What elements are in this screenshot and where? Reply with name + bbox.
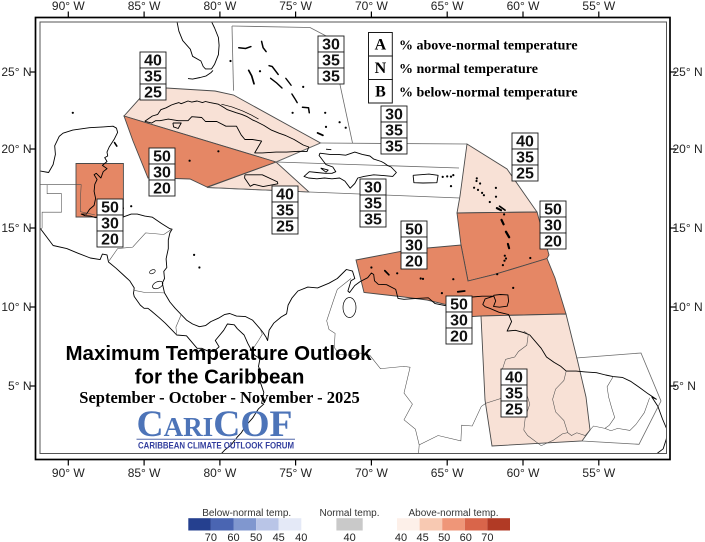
svg-text:30: 30 <box>544 218 562 235</box>
svg-text:55° W: 55° W <box>582 466 615 480</box>
svg-text:50: 50 <box>153 149 171 166</box>
svg-text:55° W: 55° W <box>582 0 615 13</box>
svg-text:85° W: 85° W <box>128 466 161 480</box>
svg-text:25: 25 <box>516 166 534 183</box>
svg-text:25: 25 <box>144 85 162 102</box>
svg-text:40: 40 <box>505 370 523 387</box>
svg-text:% normal temperature: % normal temperature <box>399 62 538 77</box>
svg-text:% above-normal temperature: % above-normal temperature <box>399 38 578 53</box>
svg-text:50: 50 <box>544 202 562 219</box>
svg-text:35: 35 <box>322 53 340 70</box>
svg-text:80° W: 80° W <box>203 466 236 480</box>
svg-text:35: 35 <box>276 203 294 220</box>
svg-text:45: 45 <box>416 532 428 542</box>
svg-text:35: 35 <box>322 69 340 86</box>
svg-text:September - October - November: September - October - November - 2025 <box>79 388 359 407</box>
svg-text:90° W: 90° W <box>52 0 85 13</box>
svg-text:50: 50 <box>438 532 450 542</box>
svg-text:75° W: 75° W <box>279 466 312 480</box>
svg-text:20: 20 <box>153 181 171 198</box>
svg-text:CARIBBEAN CLIMATE OUTLOOK FORU: CARIBBEAN CLIMATE OUTLOOK FORUM <box>138 441 294 452</box>
svg-text:20° N: 20° N <box>1 142 31 156</box>
svg-text:Below-normal temp.: Below-normal temp. <box>202 508 291 519</box>
svg-text:40: 40 <box>276 187 294 204</box>
svg-text:Above-normal temp.: Above-normal temp. <box>408 508 498 519</box>
svg-text:30: 30 <box>450 313 468 330</box>
svg-text:35: 35 <box>505 386 523 403</box>
svg-text:65° W: 65° W <box>431 466 464 480</box>
svg-text:10° N: 10° N <box>673 300 703 314</box>
svg-text:25: 25 <box>505 402 523 419</box>
svg-text:35: 35 <box>385 123 403 140</box>
svg-text:75° W: 75° W <box>279 0 312 13</box>
svg-text:Normal temp.: Normal temp. <box>319 508 379 519</box>
svg-text:60: 60 <box>460 532 472 542</box>
svg-text:90° W: 90° W <box>52 466 85 480</box>
svg-text:50: 50 <box>405 222 423 239</box>
svg-text:20: 20 <box>544 234 562 251</box>
svg-text:60° W: 60° W <box>507 466 540 480</box>
svg-text:30: 30 <box>405 238 423 255</box>
svg-text:40: 40 <box>343 532 355 542</box>
svg-text:5° N: 5° N <box>8 379 31 393</box>
svg-text:CARICOF: CARICOF <box>137 404 293 445</box>
svg-text:60: 60 <box>227 532 239 542</box>
svg-text:30: 30 <box>322 37 340 54</box>
svg-text:45: 45 <box>273 532 285 542</box>
svg-text:25° N: 25° N <box>673 65 703 79</box>
svg-text:30: 30 <box>385 107 403 124</box>
svg-text:25: 25 <box>276 219 294 236</box>
svg-text:for the Caribbean: for the Caribbean <box>135 366 305 389</box>
svg-text:% below-normal temperature: % below-normal temperature <box>399 85 578 100</box>
svg-text:30: 30 <box>364 180 382 197</box>
svg-text:15° N: 15° N <box>673 221 703 235</box>
svg-text:20: 20 <box>101 232 119 249</box>
svg-text:50: 50 <box>250 532 262 542</box>
svg-text:20: 20 <box>450 329 468 346</box>
svg-text:30: 30 <box>153 165 171 182</box>
svg-text:N: N <box>375 60 387 77</box>
svg-text:10° N: 10° N <box>1 300 31 314</box>
svg-text:20° N: 20° N <box>673 142 703 156</box>
svg-text:15° N: 15° N <box>1 221 31 235</box>
svg-text:70: 70 <box>205 532 217 542</box>
svg-text:70° W: 70° W <box>355 0 388 13</box>
svg-text:35: 35 <box>516 150 534 167</box>
svg-text:65° W: 65° W <box>431 0 464 13</box>
svg-text:70: 70 <box>481 532 493 542</box>
svg-text:25° N: 25° N <box>1 65 31 79</box>
svg-text:50: 50 <box>450 297 468 314</box>
svg-text:A: A <box>375 37 387 54</box>
svg-text:B: B <box>375 84 386 101</box>
svg-text:35: 35 <box>364 212 382 229</box>
svg-text:Maximum Temperature Outlook: Maximum Temperature Outlook <box>65 342 372 365</box>
svg-text:85° W: 85° W <box>128 0 161 13</box>
svg-text:35: 35 <box>364 196 382 213</box>
svg-text:80° W: 80° W <box>203 0 236 13</box>
svg-text:60° W: 60° W <box>507 0 540 13</box>
svg-text:20: 20 <box>405 254 423 271</box>
svg-text:40: 40 <box>295 532 307 542</box>
svg-text:40: 40 <box>144 53 162 70</box>
svg-text:35: 35 <box>385 139 403 156</box>
svg-text:30: 30 <box>101 216 119 233</box>
svg-text:5° N: 5° N <box>673 379 696 393</box>
svg-text:50: 50 <box>101 200 119 217</box>
svg-text:40: 40 <box>395 532 407 542</box>
svg-text:40: 40 <box>516 134 534 151</box>
svg-text:35: 35 <box>144 69 162 86</box>
svg-text:70° W: 70° W <box>355 466 388 480</box>
